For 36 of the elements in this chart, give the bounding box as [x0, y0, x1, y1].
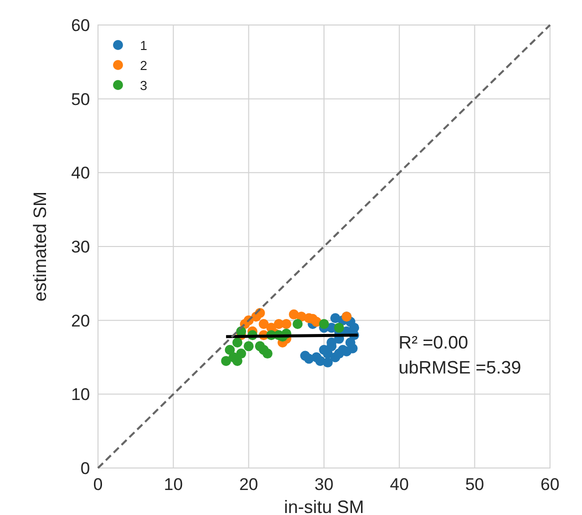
point: [292, 319, 303, 330]
legend-label: 2: [140, 58, 148, 73]
x-tick-label: 30: [314, 475, 334, 494]
point: [224, 344, 235, 355]
y-tick-label: 20: [71, 311, 90, 330]
y-tick-label: 30: [71, 238, 90, 256]
y-tick-label: 40: [71, 164, 90, 183]
legend-label: 1: [140, 38, 148, 53]
y-axis-title: estimated SM: [30, 191, 50, 302]
x-axis-title: in-situ SM: [284, 497, 364, 515]
point: [221, 356, 232, 366]
point: [262, 348, 272, 359]
point: [258, 319, 269, 330]
point: [236, 348, 246, 359]
point: [319, 344, 329, 355]
point: [334, 322, 344, 333]
y-tick-label: 10: [71, 385, 90, 404]
annotation: ubRMSE =5.39: [398, 357, 522, 378]
point: [232, 337, 242, 348]
x-tick-label: 20: [239, 475, 258, 494]
x-tick-label: 40: [390, 475, 409, 494]
point: [281, 319, 292, 330]
x-tick-label: 50: [465, 475, 484, 494]
point: [319, 319, 329, 330]
point: [254, 341, 265, 352]
point: [244, 341, 254, 352]
y-tick-label: 60: [71, 16, 90, 35]
annotation: R² =0.00: [398, 332, 468, 352]
point: [300, 350, 310, 361]
x-tick-label: 60: [540, 475, 560, 494]
x-tick-label: 0: [93, 475, 103, 494]
point: [322, 357, 333, 368]
y-tick-label: 50: [71, 90, 90, 109]
y-tick-label: 0: [80, 459, 90, 478]
legend-label: 3: [140, 78, 148, 93]
x-tick-label: 10: [164, 475, 183, 494]
